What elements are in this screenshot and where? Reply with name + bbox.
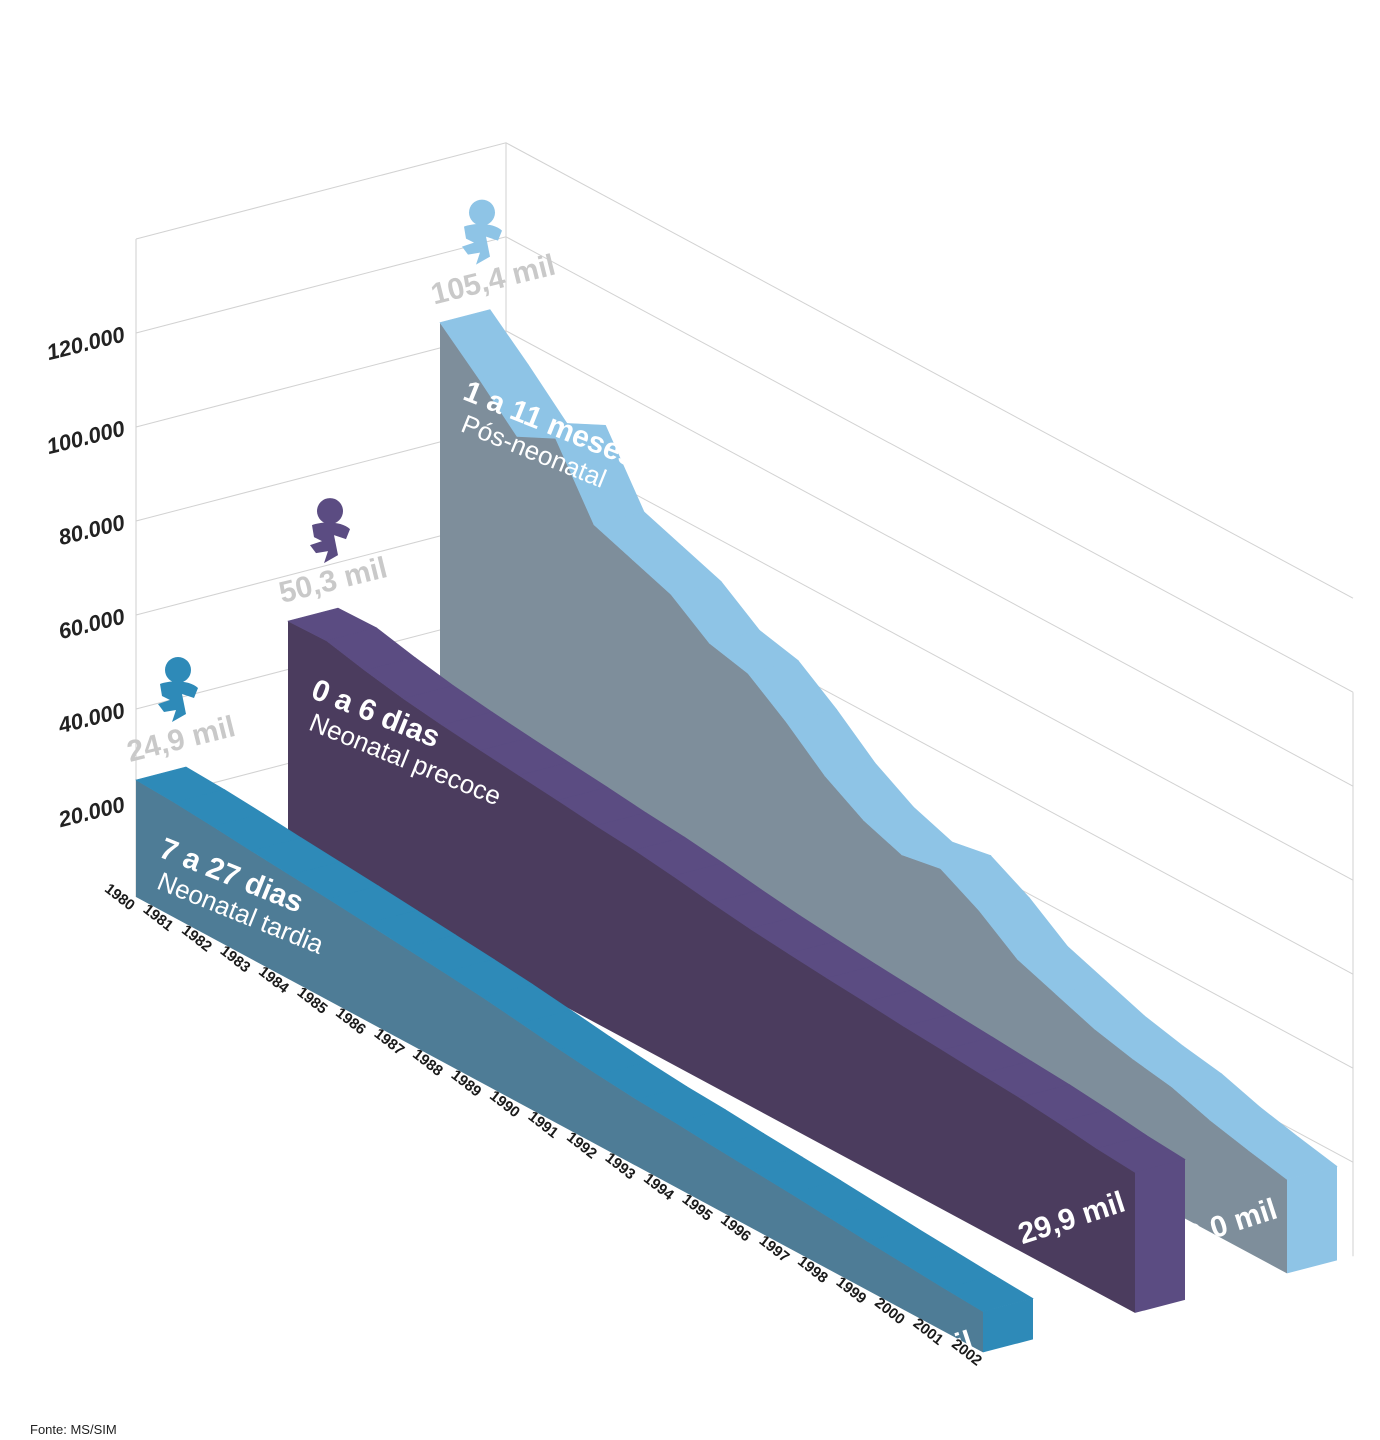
y-tick-label: 40.000	[55, 697, 128, 738]
y-tick-label: 100.000	[44, 415, 128, 459]
series-end-face	[983, 1298, 1033, 1353]
series-start-label: 24,9 mil	[124, 710, 239, 769]
series-end-face	[1135, 1159, 1185, 1313]
baby-icon	[310, 498, 350, 564]
series-front-face	[136, 780, 983, 1353]
series-start-label: 105,4 mil	[428, 249, 559, 312]
y-axis-ticks: 20.000 40.000 60.000 80.000 100.000 120.000	[44, 321, 128, 832]
y-tick-label: 60.000	[56, 603, 128, 644]
series-start-label: 50,3 mil	[276, 551, 391, 610]
y-tick-label: 120.000	[44, 321, 128, 365]
y-tick-label: 80.000	[56, 509, 128, 550]
x-tick-label: 1980	[101, 880, 138, 914]
series-front-face	[440, 322, 1287, 1274]
series-front-face	[288, 621, 1135, 1313]
series-end-face	[1287, 1166, 1337, 1274]
y-tick-label: 20.000	[55, 791, 128, 832]
baby-icon	[158, 656, 198, 722]
source-note: Fonte: MS/SIM	[30, 1422, 117, 1437]
baby-icon	[462, 199, 502, 265]
